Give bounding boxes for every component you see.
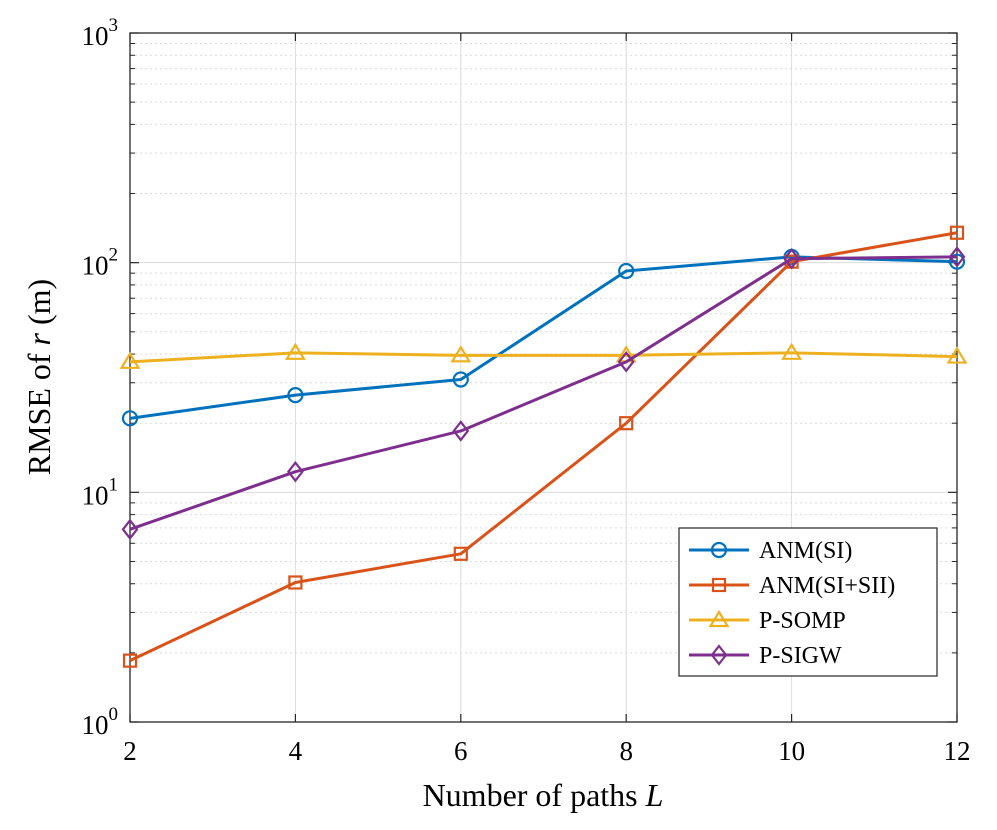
legend-marker bbox=[711, 577, 727, 593]
data-point bbox=[119, 351, 141, 369]
grid bbox=[130, 33, 957, 722]
series-line bbox=[129, 255, 958, 531]
plot-area-frame bbox=[129, 32, 958, 723]
x-axis-title-variable: L bbox=[645, 777, 664, 813]
series-line bbox=[129, 351, 958, 364]
legend-marker bbox=[708, 609, 730, 628]
x-tick-label: 2 bbox=[123, 736, 137, 766]
y-tick-label-base: 10 bbox=[82, 251, 109, 281]
y-tick-label: 102 bbox=[82, 245, 119, 281]
data-point bbox=[619, 416, 634, 431]
x-tick-label: 4 bbox=[289, 736, 303, 766]
legend-item: P-SOMP bbox=[689, 608, 846, 634]
data-point bbox=[452, 420, 470, 442]
y-tick-label-base: 10 bbox=[82, 21, 109, 51]
x-tick-label: 10 bbox=[778, 736, 805, 766]
y-axis-title-variable: r bbox=[21, 332, 57, 345]
legend: ANM(SI) ANM(SI+SII) P-SOMP P-SIGW bbox=[678, 527, 938, 677]
y-tick-label: 101 bbox=[82, 474, 119, 510]
y-tick-label: 103 bbox=[82, 15, 119, 51]
series-layer bbox=[119, 225, 968, 668]
y-tick-label-exponent: 1 bbox=[109, 474, 119, 495]
y-axis-title-text: RMSE of bbox=[21, 353, 57, 475]
data-point bbox=[948, 246, 966, 268]
legend-item: ANM(SI+SII) bbox=[689, 573, 895, 599]
x-tick-label: 12 bbox=[944, 736, 971, 766]
y-tick-label-exponent: 2 bbox=[109, 245, 119, 266]
x-axis-title: Number of paths L bbox=[423, 777, 664, 813]
data-point bbox=[949, 225, 965, 240]
legend-label: ANM(SI+SII) bbox=[759, 573, 895, 599]
legend-label: ANM(SI) bbox=[759, 538, 852, 564]
data-point bbox=[287, 460, 304, 483]
y-tick-label: 100 bbox=[82, 704, 119, 740]
legend-marker bbox=[710, 644, 728, 666]
data-point bbox=[452, 371, 469, 388]
y-tick-label-base: 10 bbox=[82, 480, 109, 510]
y-tick-label-exponent: 0 bbox=[109, 704, 119, 725]
x-tick-label: 8 bbox=[619, 736, 633, 766]
data-point bbox=[450, 345, 472, 363]
data-point bbox=[783, 247, 800, 270]
data-point bbox=[781, 342, 803, 360]
legend-item: ANM(SI) bbox=[689, 538, 852, 564]
legend-item: P-SIGW bbox=[689, 643, 842, 669]
data-point bbox=[618, 262, 635, 280]
x-axis-title-text: Number of paths bbox=[423, 777, 638, 813]
y-axis-title: RMSE of r (m) bbox=[21, 279, 57, 475]
y-axis-title-unit: (m) bbox=[21, 279, 57, 325]
x-tick-label: 6 bbox=[454, 736, 468, 766]
data-point bbox=[121, 518, 139, 541]
series-line bbox=[129, 231, 958, 662]
data-point bbox=[617, 351, 635, 373]
legend-label: P-SOMP bbox=[759, 608, 846, 634]
data-point bbox=[284, 342, 306, 360]
legend-marker bbox=[710, 541, 728, 559]
data-point bbox=[288, 575, 303, 590]
legend-label: P-SIGW bbox=[759, 643, 842, 669]
y-tick-label-base: 10 bbox=[82, 710, 109, 740]
data-point bbox=[121, 410, 139, 427]
y-tick-label-exponent: 3 bbox=[109, 15, 119, 36]
data-point bbox=[122, 653, 138, 668]
data-point bbox=[453, 546, 468, 561]
series-P-SIGW bbox=[121, 246, 966, 541]
data-point bbox=[287, 387, 304, 404]
data-point bbox=[948, 253, 966, 270]
data-point bbox=[946, 346, 968, 364]
series-ANM(SI+SII) bbox=[122, 225, 965, 668]
